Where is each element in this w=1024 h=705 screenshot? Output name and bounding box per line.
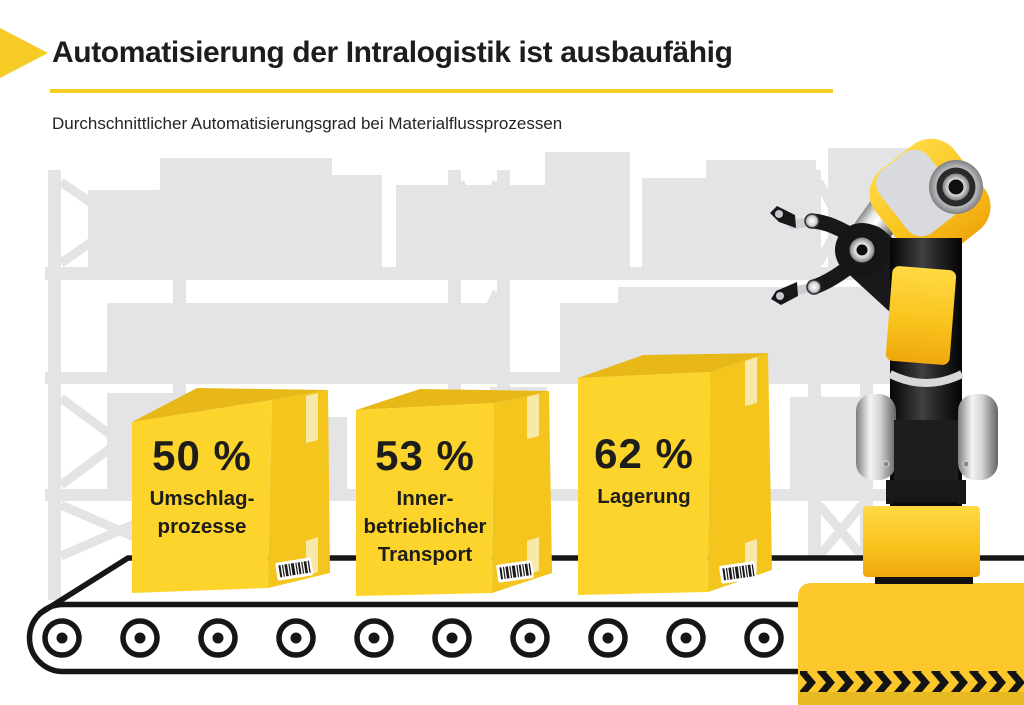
carton-box-lagerung [578, 353, 772, 595]
box-top [356, 389, 549, 410]
elbow-joint [835, 223, 889, 277]
page-title: Automatisierung der Intralogistik ist au… [52, 36, 733, 69]
stat-value: 50 % [152, 432, 252, 479]
robot-column-sleeve [885, 266, 957, 365]
box-front [578, 372, 710, 595]
stat-value: 53 % [375, 432, 475, 479]
robot-arm [770, 138, 998, 584]
box-front [132, 400, 272, 593]
title-arrow-icon [0, 28, 48, 78]
page-subtitle: Durchschnittlicher Automatisierungsgrad … [52, 114, 563, 133]
column-chrome-ring [888, 370, 964, 387]
stat-lagerung: 62 % Lagerung [566, 431, 722, 511]
stat-label: Inner- betrieblicher Transport [363, 487, 487, 566]
hazard-stripe [800, 671, 1024, 692]
box-side [268, 390, 330, 588]
carton-box-transport [356, 389, 552, 596]
stat-value: 62 % [594, 430, 694, 477]
robot-base-block [863, 506, 980, 577]
screw-icon [962, 460, 970, 468]
robot-pedestal [798, 583, 1024, 705]
robot-shoulder-joint [869, 138, 991, 262]
stat-umschlagprozesse: 50 % Umschlag- prozesse [127, 433, 277, 541]
box-front [356, 403, 494, 596]
box-top [132, 388, 328, 422]
box-side [708, 353, 772, 592]
tape-stripe [527, 394, 539, 574]
conveyor-belt [26, 555, 1024, 675]
stat-label: Lagerung [597, 485, 691, 508]
box-top [578, 353, 768, 378]
stat-label: Umschlag- prozesse [149, 487, 255, 538]
carton-box-umschlagprozesse [132, 388, 330, 593]
stat-innerbetrieblicher-transport: 53 % Inner- betrieblicher Transport [348, 433, 502, 569]
robot-foot [886, 480, 966, 504]
screw-icon [882, 460, 890, 468]
title-underline [50, 89, 833, 93]
axis-joint-collars [856, 394, 998, 482]
